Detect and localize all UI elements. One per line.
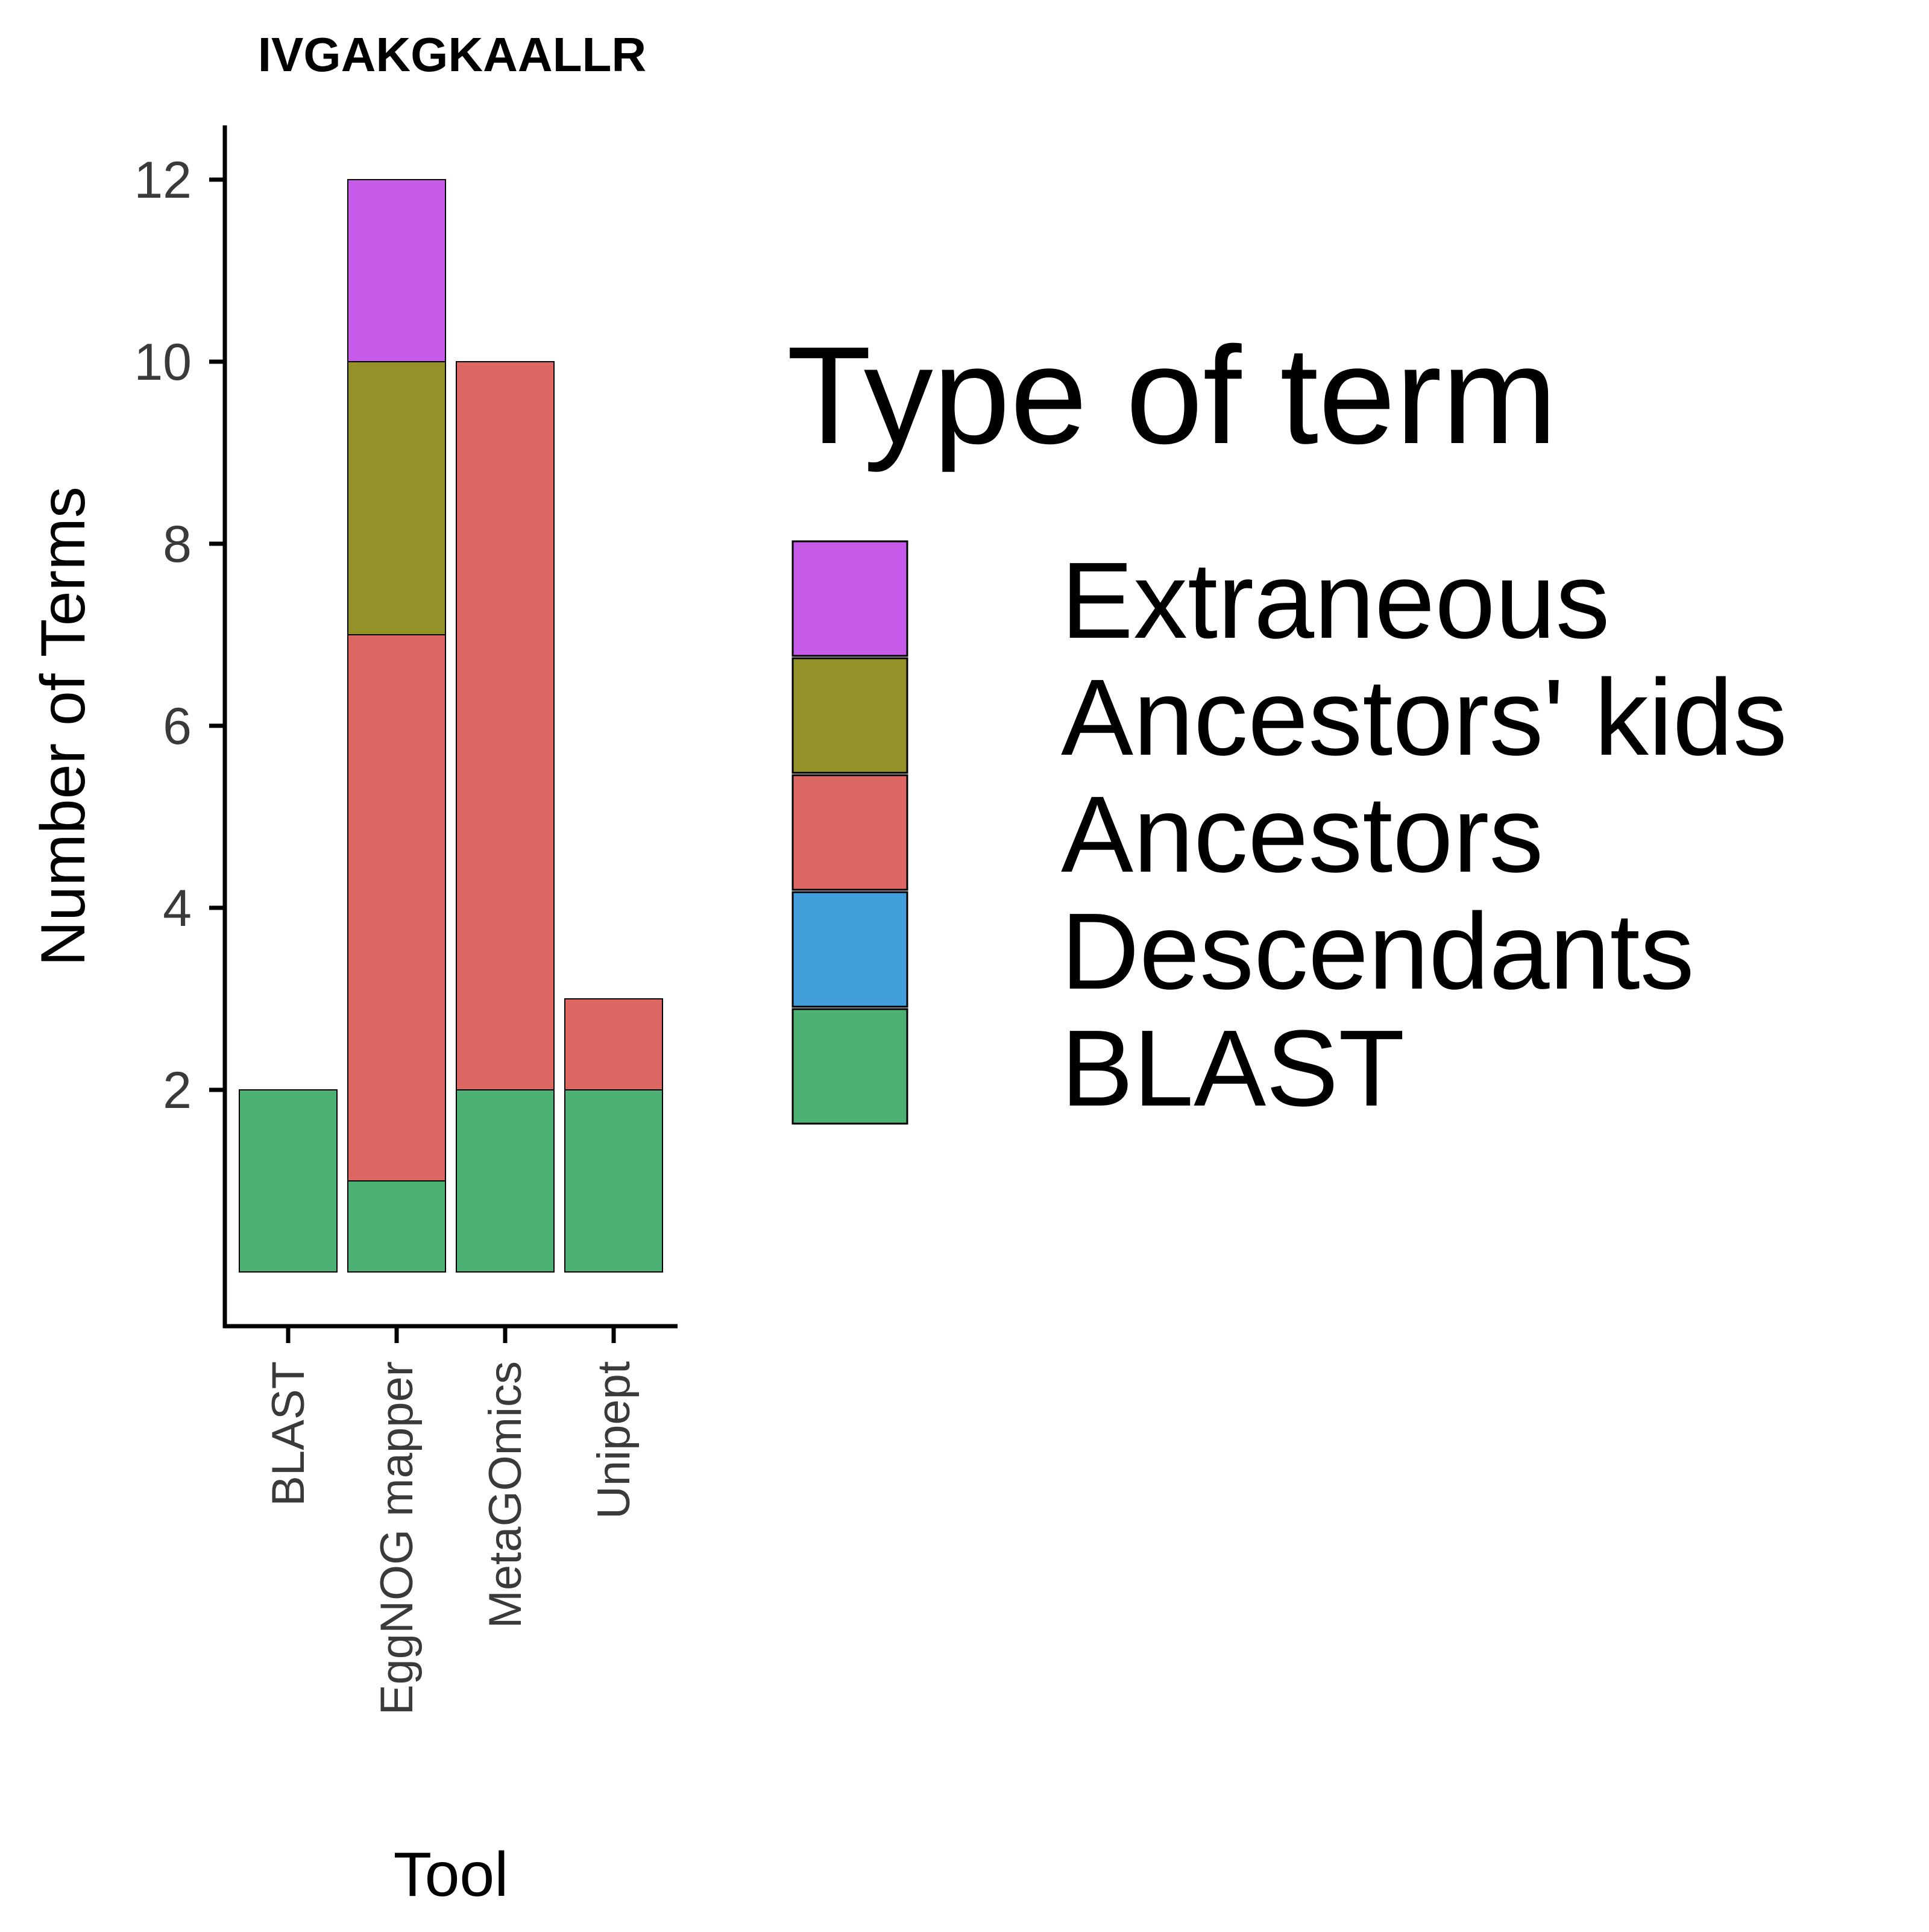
legend-label-4: BLAST bbox=[1061, 1008, 1405, 1129]
chart-title: IVGAKGKAALLR bbox=[258, 28, 646, 81]
legend-swatch-1 bbox=[791, 657, 908, 774]
y-tick-label-4: 10 bbox=[134, 333, 192, 391]
x-tick-label-0: BLAST bbox=[263, 1361, 314, 1506]
legend-swatch-2 bbox=[791, 774, 908, 891]
bar-segment-2-2 bbox=[456, 361, 555, 1090]
bar-segment-3-2 bbox=[564, 998, 663, 1090]
x-axis-title: Tool bbox=[394, 1840, 509, 1910]
bar-segment-1-0 bbox=[347, 1180, 446, 1273]
y-tick-label-5: 12 bbox=[134, 151, 192, 209]
x-tick-label-1: EggNOG mapper bbox=[371, 1361, 423, 1715]
y-tick-label-3: 8 bbox=[163, 515, 192, 573]
y-tick-label-1: 4 bbox=[163, 879, 192, 937]
legend-title: Type of term bbox=[787, 318, 1557, 473]
legend-label-2: Ancestors bbox=[1061, 774, 1543, 895]
bar-segment-1-2 bbox=[347, 634, 446, 1182]
legend-swatch-3 bbox=[791, 891, 908, 1008]
bar-segment-1-3 bbox=[347, 361, 446, 635]
bar-segment-0-0 bbox=[239, 1089, 338, 1273]
y-axis-title: Number of Terms bbox=[28, 486, 98, 966]
y-tick-label-0: 2 bbox=[163, 1062, 192, 1119]
bar-segment-3-0 bbox=[564, 1089, 663, 1273]
bar-segment-2-0 bbox=[456, 1089, 555, 1273]
legend-label-1: Ancestors' kids bbox=[1061, 657, 1787, 778]
bars-group bbox=[239, 179, 663, 1273]
legend-label-0: Extraneous bbox=[1061, 540, 1610, 661]
legend-label-3: Descendants bbox=[1061, 891, 1695, 1012]
legend-swatch-4 bbox=[791, 1008, 908, 1125]
legend-swatch-0 bbox=[791, 540, 908, 657]
x-tick-label-2: MetaGOmics bbox=[480, 1361, 531, 1628]
x-tick-label-3: Unipept bbox=[588, 1361, 640, 1519]
x-ticks-group: BLAST EggNOG mapper MetaGOmics Unipept bbox=[263, 1326, 640, 1715]
y-tick-label-2: 6 bbox=[163, 697, 192, 755]
bar-segment-1-4 bbox=[347, 179, 446, 362]
y-ticks-group: 2 4 6 8 10 12 bbox=[134, 151, 225, 1119]
